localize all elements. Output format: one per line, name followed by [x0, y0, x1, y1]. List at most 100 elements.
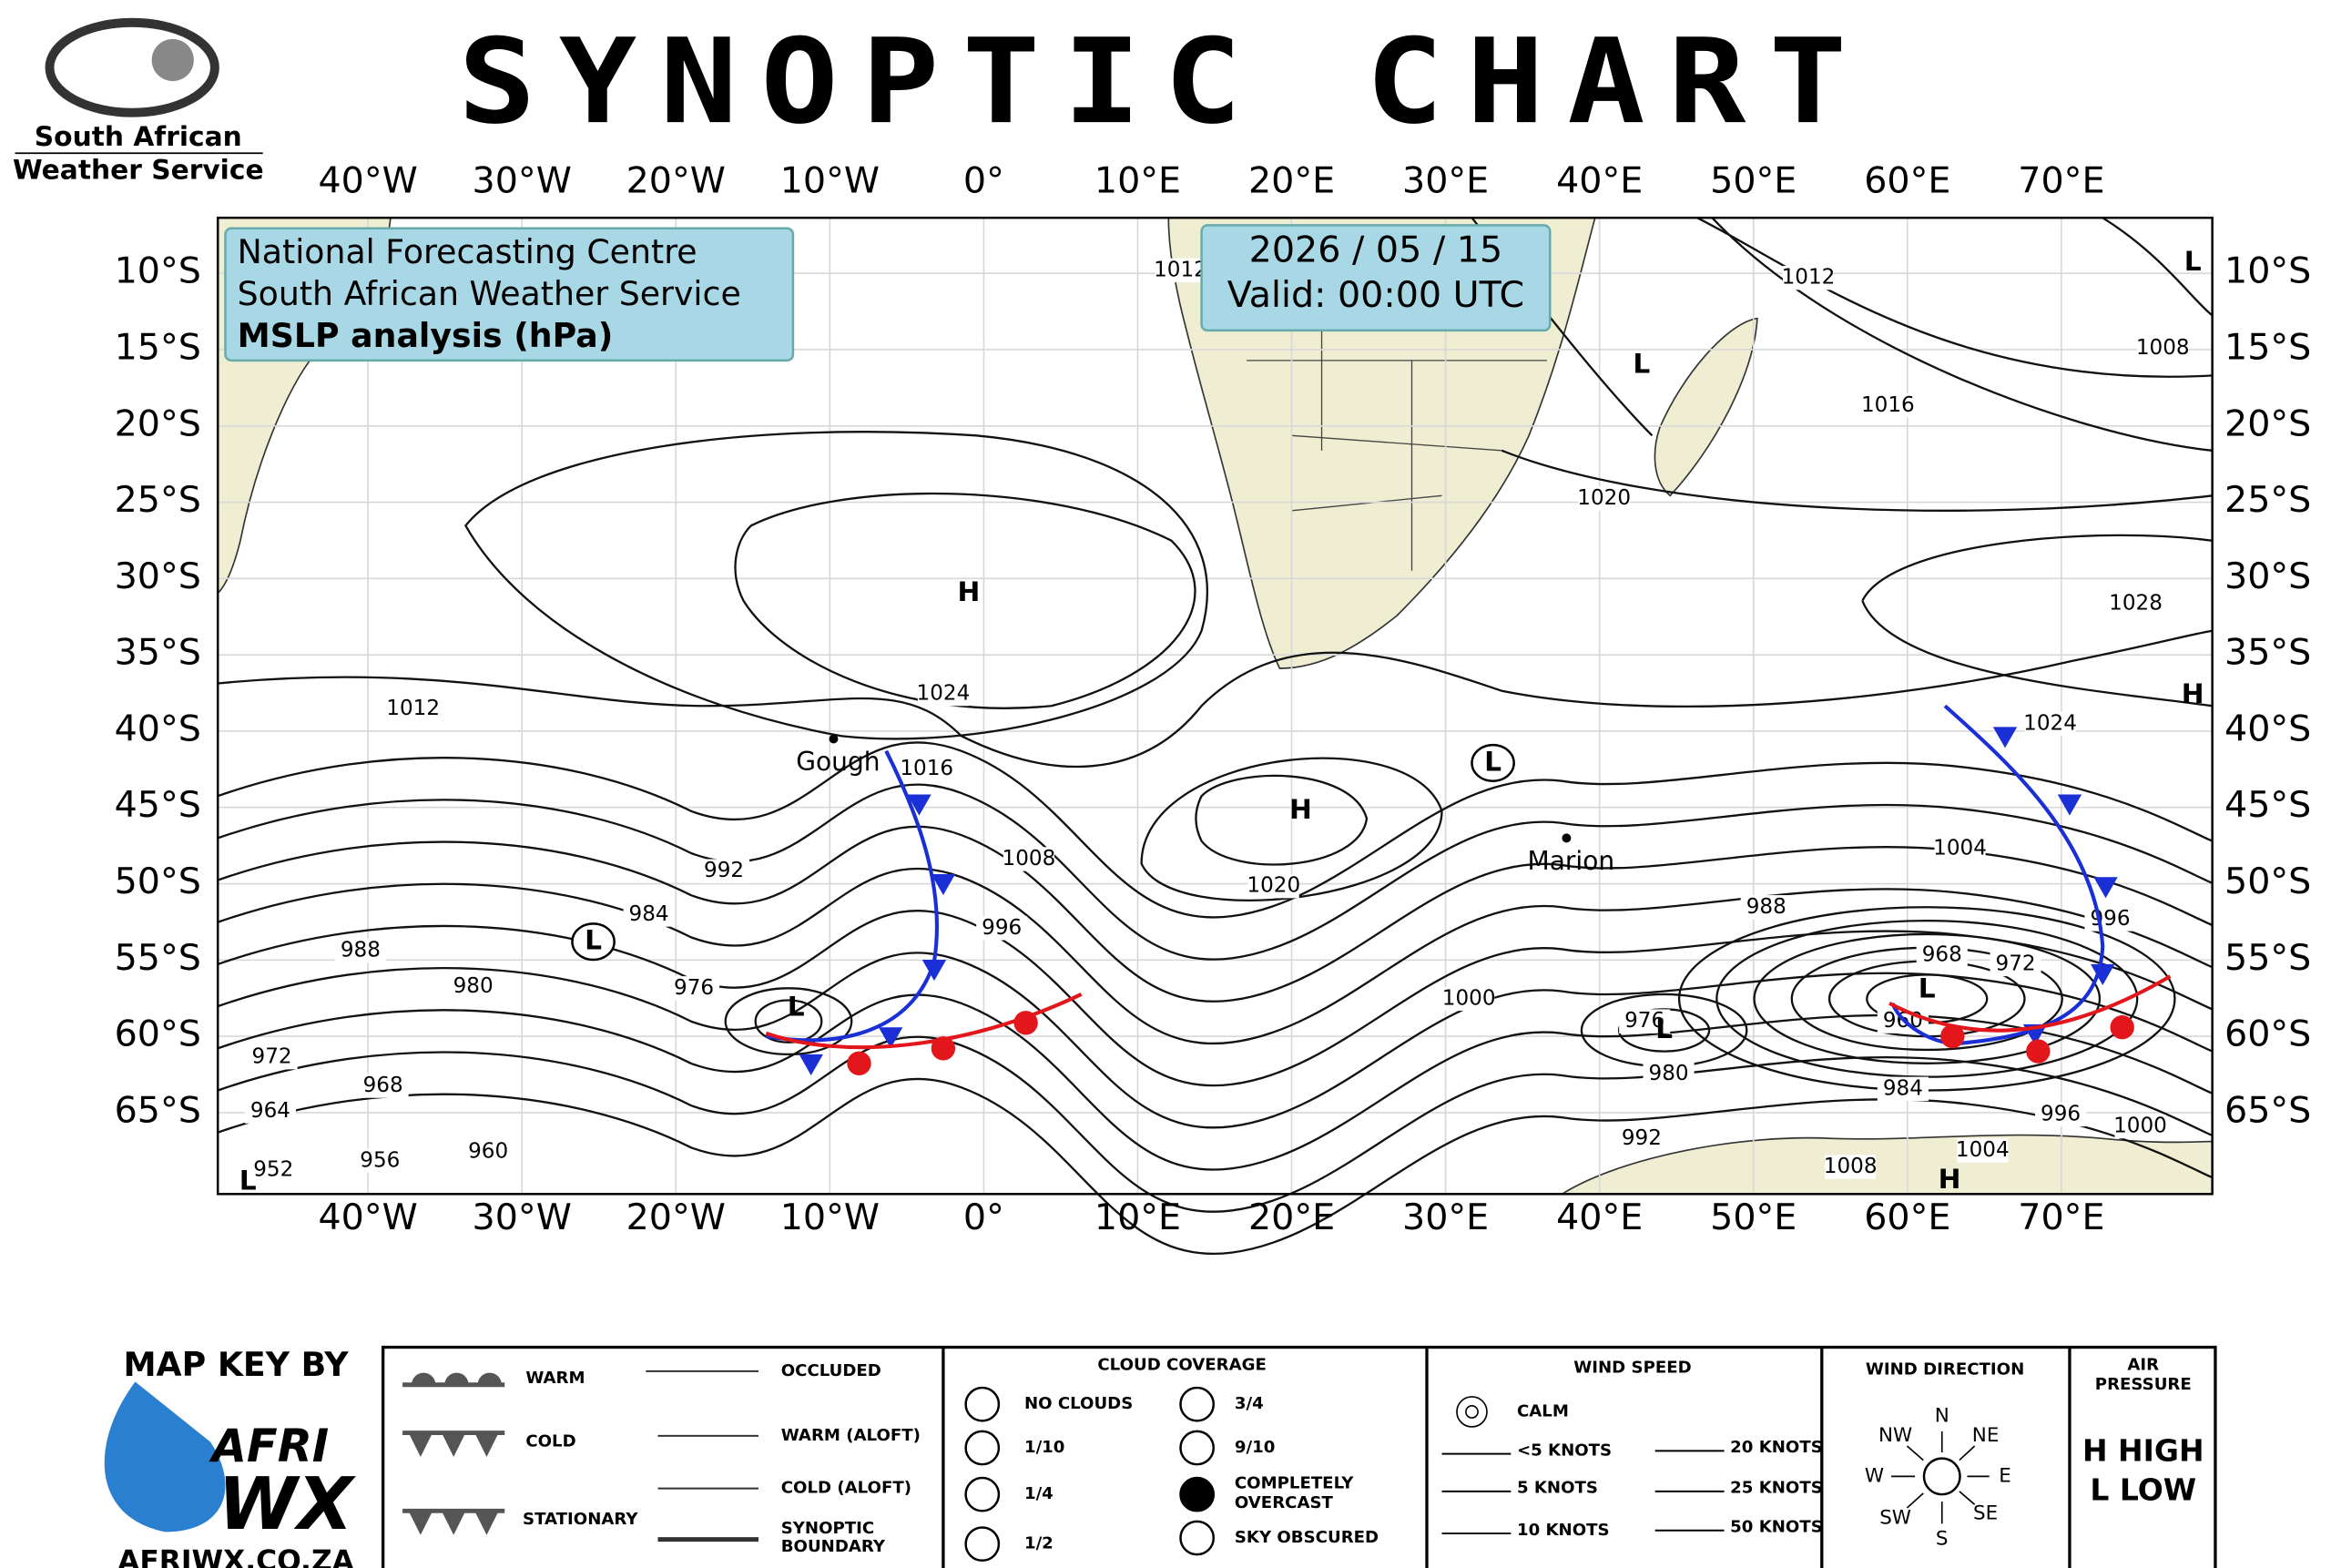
front-symbol — [907, 794, 931, 816]
logo-text: Weather Service — [13, 154, 264, 186]
front-symbol — [1940, 1023, 1965, 1049]
isobar-label: 968 — [363, 1074, 403, 1097]
wind-speed-label: 25 KNOTS — [1730, 1479, 1823, 1498]
lat-label: 30°S — [115, 555, 201, 597]
cloud-label: 9/10 — [1235, 1438, 1275, 1457]
lon-label: 60°E — [1864, 1196, 1950, 1238]
land — [1654, 317, 1758, 497]
cloud-symbol — [964, 1476, 1001, 1512]
lon-label: 20°E — [1248, 1196, 1335, 1238]
lat-label: 35°S — [115, 632, 201, 674]
isobar-label-bg — [1862, 393, 1914, 418]
lon-label: 10°W — [780, 1196, 880, 1238]
cloud-label: COMPLETELY — [1235, 1474, 1354, 1493]
isobar-label: 984 — [629, 902, 669, 926]
logo-globe — [151, 38, 194, 82]
border — [1291, 434, 1502, 452]
date-box — [1200, 224, 1552, 332]
date-text: Valid: 00:00 UTC — [1227, 274, 1524, 316]
front-symbol — [2057, 794, 2082, 816]
lon-label: 40°E — [1556, 1196, 1643, 1238]
isobar — [1711, 217, 2213, 452]
cloud-label: 1/4 — [1024, 1484, 1054, 1503]
isobar-label-bg — [2084, 907, 2136, 932]
isobar-label: 1020 — [1247, 874, 1300, 898]
isobar-label-bg — [976, 916, 1028, 941]
compass-label: S — [1936, 1528, 1949, 1551]
cloud-symbol — [964, 1430, 1001, 1466]
lat-label: 55°S — [2224, 937, 2311, 979]
air-pressure-item: H HIGH — [2082, 1432, 2204, 1468]
key-front-symbol — [444, 1372, 469, 1385]
isobar-label: 1024 — [917, 682, 971, 706]
front-key-label: OCCLUDED — [781, 1361, 881, 1380]
compass-arm — [1906, 1445, 1924, 1461]
isobar-label: 988 — [341, 939, 381, 962]
isobar-label: 980 — [453, 974, 494, 998]
front-key-label: STATIONARY — [523, 1510, 638, 1529]
lon-label: 0° — [963, 1196, 1004, 1238]
isobar-label-bg — [357, 1074, 409, 1098]
isobar-label: 984 — [1883, 1076, 1923, 1100]
lat-label: 50°S — [2224, 860, 2311, 902]
lat-label: 45°S — [115, 784, 201, 826]
lat-label: 40°S — [2224, 708, 2311, 749]
lon-label: 40°W — [319, 160, 418, 202]
front-key-label: COLD — [525, 1431, 575, 1451]
pressure-system: H — [1289, 793, 1312, 825]
compass-label: SE — [1973, 1502, 1998, 1525]
lon-label: 30°E — [1402, 160, 1489, 202]
compass-arm — [1906, 1492, 1924, 1509]
isobar-label: 1004 — [1956, 1138, 2010, 1162]
land — [1559, 1134, 2214, 1196]
isobar-label-bg — [1003, 847, 1054, 871]
isobar-label: 1020 — [1577, 486, 1631, 510]
front-symbol — [878, 1027, 903, 1049]
lat-label: 65°S — [2224, 1089, 2311, 1131]
pressure-system: L — [1484, 745, 1501, 777]
isobar-label: 956 — [360, 1149, 400, 1173]
wind-speed-label: <5 KNOTS — [1517, 1441, 1612, 1460]
front-key-label: SYNOPTIC — [781, 1519, 874, 1538]
isobar-label-bg — [1619, 1009, 1671, 1033]
isobar-label-bg — [2137, 336, 2189, 361]
isobar-label-bg — [1825, 1155, 1877, 1179]
compass-label: E — [1999, 1464, 2011, 1487]
isobar-label: 1000 — [2113, 1115, 2167, 1138]
isobar-label: 1008 — [1824, 1155, 1878, 1178]
front-symbol — [2093, 877, 2118, 899]
isobar-label: 1000 — [1442, 986, 1496, 1010]
isobar-label: 976 — [674, 976, 714, 1000]
system-ring — [1471, 743, 1515, 782]
compass — [1922, 1457, 1961, 1496]
calm-symbol — [1465, 1405, 1479, 1419]
isobar — [1753, 932, 2102, 1064]
isobar-label-bg — [334, 938, 386, 963]
isobar-label: 1012 — [1154, 258, 1207, 281]
wind-speed-label: 5 KNOTS — [1517, 1479, 1598, 1498]
isobar-label: 1008 — [1003, 847, 1056, 871]
isobar — [218, 629, 2213, 769]
compass-label: W — [1865, 1464, 1884, 1487]
system-ring — [571, 922, 616, 962]
lon-label: 10°E — [1094, 160, 1181, 202]
isobar — [2102, 217, 2214, 317]
cloud-label: 1/2 — [1024, 1534, 1054, 1553]
front-symbol — [2091, 963, 2115, 986]
pressure-system: L — [1919, 972, 1936, 1003]
compass-label: N — [1935, 1404, 1949, 1427]
isobar-label-bg — [248, 1157, 300, 1183]
isobar-label-bg — [2024, 711, 2076, 737]
isobar-label: 1008 — [2136, 336, 2190, 360]
isobar-label-bg — [244, 1099, 296, 1124]
isobar-label-bg — [698, 859, 750, 883]
isobar-label-bg — [447, 974, 499, 999]
lon-label: 30°W — [473, 1196, 572, 1238]
key-front-symbol — [474, 1432, 499, 1457]
pressure-system: L — [2184, 245, 2202, 277]
lat-label: 25°S — [115, 479, 201, 521]
front-symbol — [921, 959, 947, 982]
isobar-label-bg — [1782, 265, 1834, 290]
lon-label: 20°E — [1248, 160, 1335, 202]
isobar-label: 996 — [982, 916, 1022, 940]
